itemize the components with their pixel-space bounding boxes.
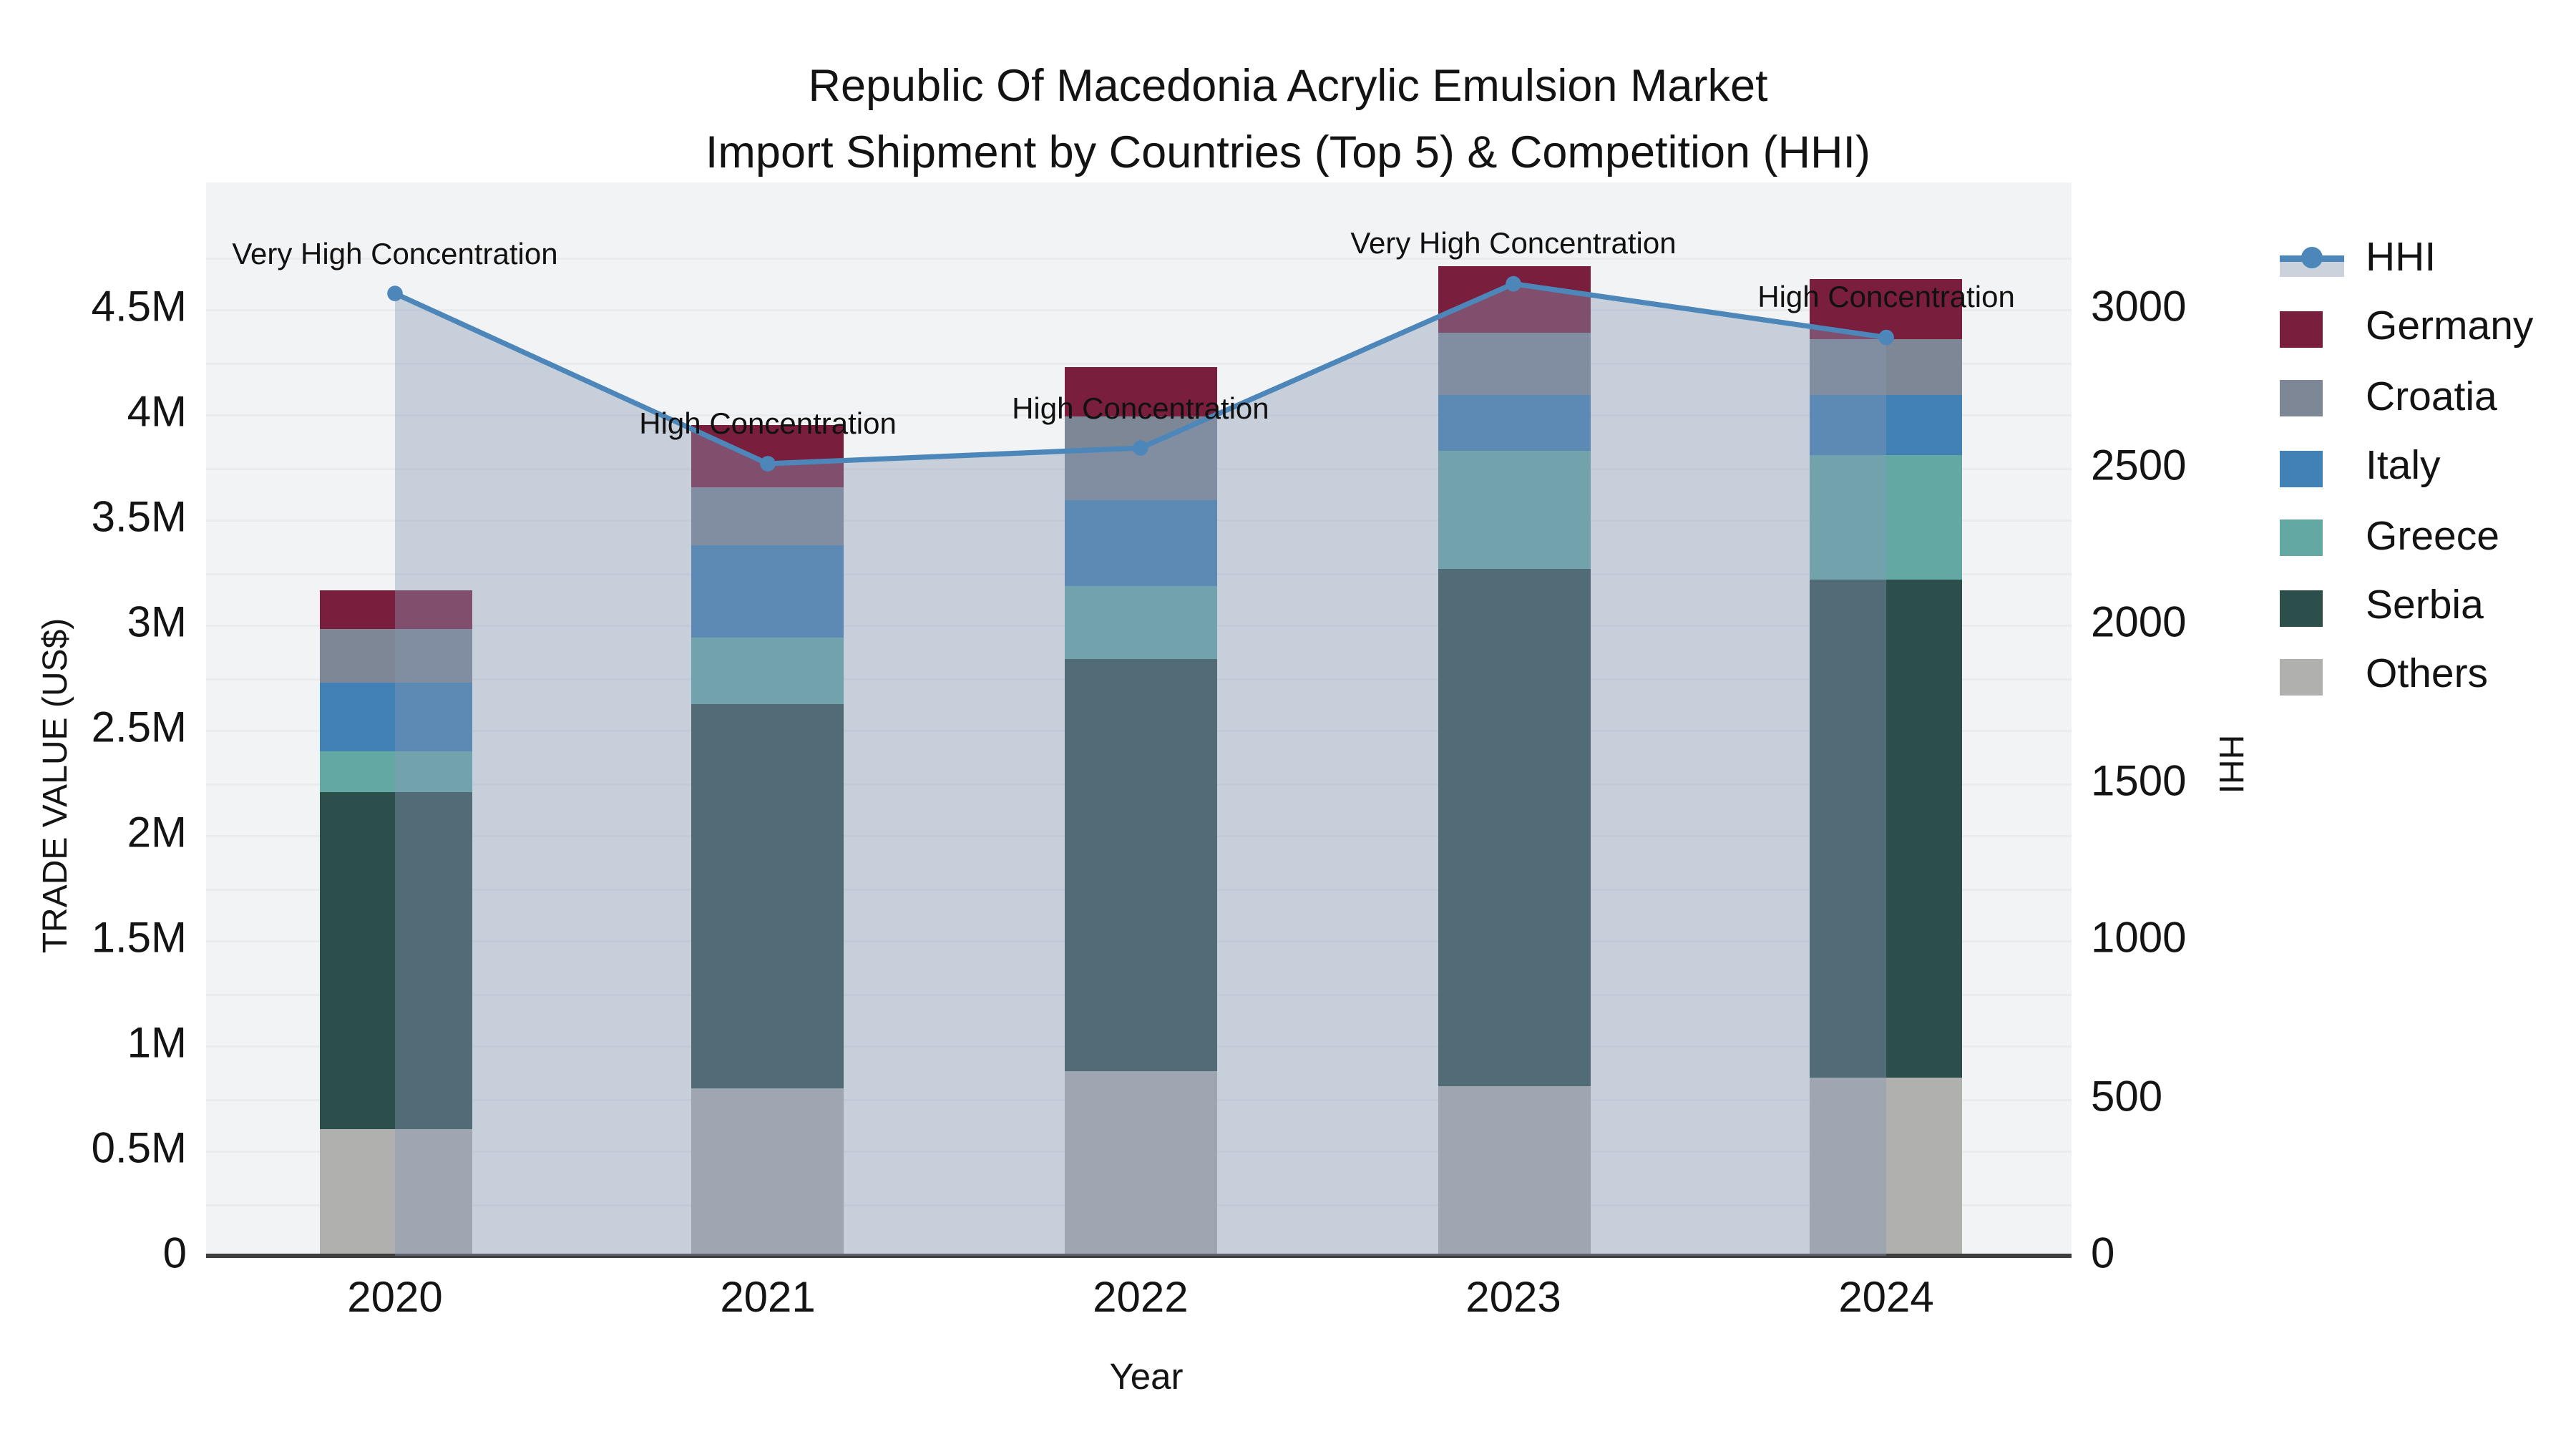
hhi-marker-2024 — [1878, 329, 1894, 346]
bar-segment-2022-others — [1064, 1070, 1217, 1256]
hhi-area-fill — [395, 283, 1887, 1256]
legend-label-others: Others — [2366, 653, 2489, 699]
left-axis-tick-2M: 2M — [127, 810, 187, 858]
hhi-marker-2023 — [1506, 275, 1521, 292]
gridline-trade-4.25 — [206, 361, 2072, 364]
legend-swatch-serbia — [2280, 589, 2323, 626]
left-axis-tick-1.5M: 1.5M — [91, 915, 187, 963]
bar-segment-2022-serbia — [1064, 658, 1217, 1071]
legend-swatch-others — [2280, 658, 2323, 696]
left-axis-tick-2.5M: 2.5M — [91, 705, 187, 753]
bar-segment-2020-italy — [318, 681, 472, 751]
bar-segment-2023-croatia — [1437, 332, 1590, 396]
bar-segment-2020-greece — [318, 751, 472, 794]
right-axis-tick-3000: 3000 — [2091, 284, 2187, 332]
left-axis-tick-1M: 1M — [127, 1020, 187, 1068]
legend-item-others: Others — [2280, 645, 2488, 709]
bar-segment-2023-greece — [1437, 450, 1590, 568]
right-axis-tick-1500: 1500 — [2091, 758, 2187, 805]
right-axis-tick-2000: 2000 — [2091, 600, 2187, 648]
left-axis-tick-4M: 4M — [127, 389, 187, 437]
bar-segment-2021-croatia — [691, 487, 844, 545]
bar-segment-2022-croatia — [1064, 416, 1217, 501]
legend-item-germany: Germany — [2280, 297, 2533, 361]
bar-segment-2021-italy — [691, 545, 844, 638]
left-axis-tick-3.5M: 3.5M — [91, 494, 187, 542]
x-axis-tick-2024: 2024 — [1838, 1275, 1934, 1322]
legend-swatch-germany — [2280, 311, 2323, 348]
legend-swatch-croatia — [2280, 380, 2323, 417]
bar-segment-2024-serbia — [1810, 580, 1963, 1078]
hhi-legend-glyph — [2280, 242, 2344, 278]
legend-swatch-italy — [2280, 450, 2323, 487]
hhi-legend-dot — [2301, 247, 2323, 268]
bar-segment-2024-others — [1810, 1077, 1963, 1256]
bar-segment-2023-serbia — [1437, 567, 1590, 1085]
right-axis-tick-1000: 1000 — [2091, 915, 2187, 963]
legend-label-serbia: Serbia — [2366, 584, 2484, 629]
legend-item-serbia: Serbia — [2280, 575, 2484, 640]
hhi-marker-2021 — [760, 456, 776, 472]
bar-segment-2020-others — [318, 1129, 472, 1256]
left-axis-tick-4.5M: 4.5M — [91, 284, 187, 332]
bar-segment-2021-others — [691, 1087, 844, 1256]
legend-swatch-greece — [2280, 519, 2323, 557]
gridline-trade-4.75 — [206, 256, 2072, 259]
left-axis-tick-3M: 3M — [127, 600, 187, 648]
legend-item-hhi: HHI — [2280, 228, 2436, 292]
legend-item-croatia: Croatia — [2280, 366, 2497, 431]
bar-segment-2022-germany — [1064, 368, 1217, 416]
bar-segment-2020-serbia — [318, 793, 472, 1130]
right-axis-tick-2500: 2500 — [2091, 442, 2187, 489]
bar-segment-2021-greece — [691, 637, 844, 705]
bar-segment-2020-croatia — [318, 629, 472, 682]
bar-segment-2024-greece — [1810, 454, 1963, 581]
legend-item-italy: Italy — [2280, 436, 2441, 501]
annotation-2020: Very High Concentration — [232, 235, 558, 270]
bar-segment-2022-greece — [1064, 587, 1217, 659]
bar-segment-2023-italy — [1437, 395, 1590, 451]
bar-segment-2020-germany — [318, 590, 472, 629]
hhi-marker-2022 — [1133, 440, 1148, 456]
plot-area — [206, 182, 2072, 1256]
x-axis-title: Year — [1109, 1357, 1184, 1397]
bar-segment-2024-croatia — [1810, 338, 1963, 396]
annotation-2022: High Concentration — [1012, 390, 1269, 425]
x-axis-tick-2021: 2021 — [720, 1275, 816, 1322]
bar-segment-2022-italy — [1064, 500, 1217, 587]
x-axis-tick-2022: 2022 — [1093, 1275, 1189, 1322]
right-axis-tick-0: 0 — [2091, 1231, 2115, 1279]
bar-segment-2023-others — [1437, 1085, 1590, 1256]
legend-label-germany: Germany — [2366, 306, 2534, 351]
x-axis-tick-2020: 2020 — [347, 1275, 443, 1322]
left-axis-tick-0: 0 — [162, 1231, 187, 1279]
legend-label-croatia: Croatia — [2366, 375, 2497, 421]
chart-title-line1: Republic Of Macedonia Acrylic Emulsion M… — [808, 62, 1768, 112]
legend-label-hhi: HHI — [2366, 236, 2436, 281]
bar-segment-2021-serbia — [691, 704, 844, 1088]
x-axis-line — [206, 1254, 2072, 1258]
gridline-hhi-3000 — [206, 309, 2072, 311]
annotation-2023: Very High Concentration — [1350, 225, 1677, 260]
legend-item-greece: Greece — [2280, 506, 2499, 570]
x-axis-tick-2023: 2023 — [1465, 1275, 1561, 1322]
legend-label-greece: Greece — [2366, 514, 2499, 560]
bar-segment-2024-italy — [1810, 395, 1963, 454]
hhi-marker-2020 — [387, 286, 403, 301]
legend-label-italy: Italy — [2366, 444, 2441, 490]
annotation-2021: High Concentration — [639, 406, 897, 440]
right-axis-tick-500: 500 — [2091, 1073, 2163, 1121]
left-axis-tick-0.5M: 0.5M — [91, 1126, 187, 1174]
annotation-2024: High Concentration — [1757, 279, 2015, 314]
chart-title-line2: Import Shipment by Countries (Top 5) & C… — [705, 129, 1871, 178]
